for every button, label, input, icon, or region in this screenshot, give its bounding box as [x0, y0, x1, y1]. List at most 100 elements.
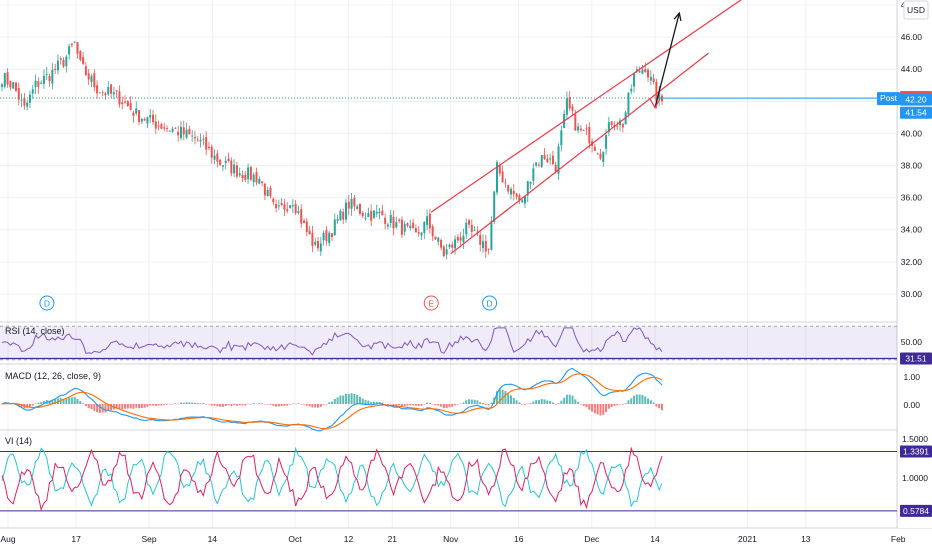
- vi-level-tag-upper[interactable]: [900, 445, 932, 458]
- macd-histogram-bar: [84, 404, 87, 406]
- macd-histogram-bar: [118, 404, 121, 410]
- candle-body: [635, 69, 638, 71]
- macd-histogram-bar: [266, 404, 269, 405]
- macd-histogram-bar: [196, 403, 199, 404]
- vi-pane[interactable]: VI (14): [0, 436, 897, 512]
- rsi-pane[interactable]: RSI (14, close): [0, 325, 897, 361]
- macd-line: [1, 367, 663, 432]
- candle-body: [177, 131, 180, 136]
- macd-histogram-bar: [160, 404, 163, 406]
- candle-body: [9, 81, 12, 88]
- candle-body: [283, 204, 286, 210]
- price-axis[interactable]: 30.0032.0034.0036.0038.0040.0042.0044.00…: [877, 0, 932, 528]
- macd-histogram-bar: [370, 402, 373, 404]
- candle-body: [140, 118, 143, 122]
- candle-body: [459, 237, 462, 241]
- projection-arrow-head: [673, 11, 682, 21]
- macd-histogram-bar: [210, 404, 213, 406]
- macd-histogram-bar: [339, 395, 342, 404]
- candle-body: [272, 198, 275, 203]
- macd-histogram-bar: [537, 399, 540, 404]
- candle-body: [3, 73, 6, 87]
- macd-histogram-bar: [540, 399, 543, 404]
- macd-histogram-bar: [233, 404, 236, 406]
- candle-body: [54, 68, 57, 71]
- candle-body: [62, 59, 65, 67]
- candle-body: [375, 211, 378, 214]
- time-axis[interactable]: Aug 17 Sep 14 Oct 12 21 Nov 16 Dec 14 2021 13 Feb: [0, 534, 905, 544]
- candle-body: [157, 125, 160, 127]
- candle-body: [216, 153, 219, 162]
- candle-body: [289, 205, 292, 208]
- macd-histogram-bar: [54, 399, 57, 404]
- vi-level-tag-lower[interactable]: [900, 504, 932, 517]
- macd-histogram-bar: [247, 403, 250, 405]
- macd-histogram-bar: [227, 404, 230, 406]
- macd-histogram-bar: [143, 404, 146, 408]
- post-price-tag[interactable]: [900, 93, 932, 106]
- macd-histogram-bar: [98, 404, 101, 413]
- macd-histogram-bar: [619, 404, 622, 405]
- macd-histogram-bar: [384, 404, 387, 405]
- candle-body: [507, 185, 510, 192]
- rsi-level-tag[interactable]: [900, 352, 932, 365]
- vi-title[interactable]: VI (14): [5, 436, 32, 446]
- candle-body: [96, 85, 99, 94]
- macd-histogram-bar: [577, 401, 580, 404]
- macd-histogram-bar: [378, 402, 381, 404]
- macd-histogram-bar: [235, 404, 238, 406]
- macd-histogram-bar: [62, 398, 65, 404]
- macd-histogram-bar: [311, 404, 314, 408]
- candle-body: [342, 211, 345, 220]
- channel-lower-line[interactable]: [450, 52, 709, 255]
- macd-histogram-bar: [73, 397, 76, 404]
- candle-body: [319, 243, 322, 252]
- macd-histogram-bar: [331, 401, 333, 404]
- macd-histogram-bar: [199, 403, 202, 404]
- candle-body: [372, 210, 375, 218]
- candle-body: [28, 94, 31, 103]
- projection-arrow[interactable]: [649, 11, 682, 109]
- candle-body: [652, 78, 655, 83]
- macd-histogram-bar: [34, 403, 37, 405]
- candle-body: [166, 128, 168, 130]
- candle-body: [244, 175, 247, 180]
- macd-signal-line: [1, 373, 663, 430]
- macd-histogram-bar: [557, 403, 560, 404]
- macd-histogram-bar: [398, 404, 401, 406]
- candle-body: [171, 128, 174, 132]
- channel-upper-line[interactable]: [430, 0, 752, 213]
- macd-histogram-bar: [333, 398, 336, 404]
- candlesticks: [1, 41, 663, 260]
- price-pane[interactable]: EDED: [0, 0, 897, 311]
- candle-body: [230, 160, 233, 174]
- macd-pane[interactable]: MACD (12, 26, close, 9): [1, 367, 663, 432]
- macd-histogram-bar: [76, 398, 79, 404]
- macd-histogram-bar: [205, 404, 208, 405]
- macd-histogram-bar: [526, 403, 529, 405]
- earnings-marker: [423, 295, 439, 311]
- candle-body: [616, 126, 619, 127]
- time-tick-label: 12: [344, 534, 354, 544]
- candle-body: [344, 202, 347, 220]
- macd-histogram-bar: [644, 396, 647, 404]
- extra-price-tag[interactable]: [900, 106, 932, 119]
- candle-body: [303, 220, 306, 224]
- macd-histogram-bar: [317, 404, 320, 408]
- projection-arrow-shaft: [654, 12, 680, 108]
- price-axis-background: [898, 0, 932, 528]
- currency-badge[interactable]: [903, 0, 929, 20]
- macd-title[interactable]: MACD (12, 26, close, 9): [5, 371, 101, 381]
- macd-histogram: [1, 389, 663, 416]
- candle-body: [417, 232, 420, 234]
- macd-histogram-bar: [207, 404, 210, 405]
- macd-histogram-bar: [613, 404, 616, 406]
- rsi-title[interactable]: RSI (14, close): [5, 326, 65, 336]
- macd-histogram-bar: [473, 399, 476, 404]
- macd-histogram-bar: [104, 404, 107, 413]
- dividend-marker-letter: D: [487, 299, 493, 309]
- candle-body: [129, 103, 132, 110]
- post-name-tag[interactable]: [877, 92, 900, 106]
